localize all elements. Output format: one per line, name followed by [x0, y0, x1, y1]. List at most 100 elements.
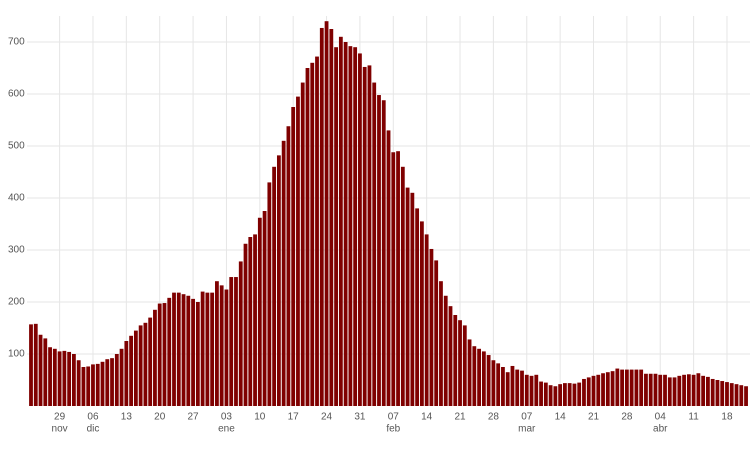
y-tick-label: 500: [8, 141, 25, 152]
bar: [276, 155, 281, 406]
bar: [582, 378, 586, 406]
bar: [191, 298, 195, 406]
y-tick-label: 400: [8, 193, 25, 204]
x-tick-label: 03: [221, 412, 233, 423]
x-month-label: abr: [653, 424, 668, 435]
bar: [215, 281, 219, 406]
x-tick-label: 13: [121, 412, 133, 423]
x-tick-label: 11: [688, 412, 699, 423]
bar: [400, 166, 405, 406]
bar: [52, 348, 57, 406]
bar: [424, 234, 429, 406]
x-tick-label: 27: [188, 412, 200, 423]
bar: [358, 53, 362, 406]
bar: [300, 82, 305, 406]
bar: [200, 291, 205, 406]
bar: [153, 309, 157, 406]
bar: [591, 375, 596, 406]
bar: [129, 335, 134, 406]
bar: [734, 384, 739, 406]
bar: [143, 322, 148, 406]
x-tick-label: 28: [621, 412, 633, 423]
bar: [334, 47, 338, 406]
bar: [319, 27, 324, 407]
bar: [133, 330, 138, 406]
bar: [396, 151, 400, 406]
bar: [48, 347, 52, 406]
bar: [577, 382, 582, 406]
bar: [572, 383, 577, 406]
bar: [615, 368, 620, 406]
x-tick-label: 14: [421, 412, 433, 423]
x-tick-label: 31: [354, 412, 366, 423]
bar: [29, 324, 33, 406]
bar: [648, 373, 653, 406]
bar: [38, 334, 43, 406]
bar: [110, 358, 114, 406]
bar: [76, 360, 81, 406]
bar: [443, 295, 448, 406]
bar: [653, 373, 658, 406]
bar: [267, 182, 272, 406]
x-tick-label: 20: [154, 412, 166, 423]
bar: [67, 351, 72, 406]
y-tick-label: 600: [8, 89, 25, 100]
bar: [462, 325, 467, 406]
bar: [367, 65, 372, 407]
bar: [624, 369, 629, 406]
bar: [739, 385, 744, 406]
bar: [543, 382, 548, 406]
bar: [148, 317, 153, 406]
bar: [691, 374, 696, 406]
bar: [696, 373, 701, 406]
bar: [286, 126, 291, 407]
bar: [315, 56, 319, 407]
y-tick-label: 100: [8, 349, 25, 360]
bar: [567, 383, 572, 406]
x-tick-label: 17: [288, 412, 300, 423]
bar: [458, 320, 462, 406]
x-tick-label: 21: [588, 412, 600, 423]
bar: [686, 374, 691, 406]
bar: [725, 382, 729, 406]
y-tick-label: 700: [8, 37, 25, 48]
x-tick-label: 14: [555, 412, 567, 423]
bar: [496, 363, 501, 406]
bar: [491, 360, 496, 406]
bar: [219, 285, 224, 406]
bar: [124, 341, 129, 406]
bar: [629, 369, 634, 406]
bar: [243, 243, 248, 406]
bar: [162, 303, 167, 406]
bar: [505, 372, 510, 406]
bar: [453, 315, 458, 406]
bar: [157, 303, 162, 406]
bar: [553, 386, 558, 406]
bar: [620, 369, 625, 406]
bar: [33, 323, 38, 406]
bar: [610, 371, 615, 406]
bar: [353, 47, 358, 406]
bar: [663, 374, 667, 406]
bar: [667, 377, 672, 406]
bar: [238, 261, 243, 406]
bar: [391, 152, 396, 406]
bar: [229, 277, 234, 406]
bar: [248, 237, 253, 406]
bar: [205, 292, 210, 406]
x-tick-label: 07: [388, 412, 400, 423]
bar: [481, 351, 486, 406]
bar: [262, 211, 267, 406]
bar: [362, 66, 367, 407]
bar: [429, 248, 434, 406]
bar: [167, 297, 172, 406]
bar: [419, 221, 424, 406]
bar: [529, 375, 534, 406]
x-tick-label: 21: [454, 412, 466, 423]
x-month-label: ene: [218, 424, 235, 435]
bar: [744, 386, 748, 406]
bar: [377, 95, 381, 406]
bar: [338, 36, 343, 407]
bar: [534, 374, 539, 406]
bar: [415, 208, 420, 406]
